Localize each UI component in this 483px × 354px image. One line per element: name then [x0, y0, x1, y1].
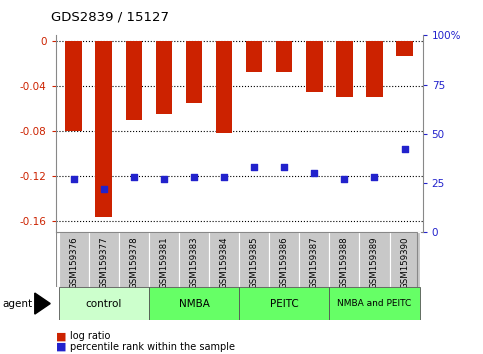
Bar [239, 232, 269, 287]
Bar [96, 41, 112, 217]
Text: ■: ■ [56, 331, 66, 341]
Point [190, 174, 198, 180]
Text: GSM159377: GSM159377 [99, 236, 108, 289]
Text: log ratio: log ratio [70, 331, 111, 341]
Point [70, 176, 77, 182]
Text: ■: ■ [56, 342, 66, 352]
Bar [359, 232, 389, 287]
Bar [389, 232, 420, 287]
Text: GSM159378: GSM159378 [129, 236, 138, 289]
Bar [119, 232, 149, 287]
Text: GSM159389: GSM159389 [370, 236, 379, 289]
Text: GDS2839 / 15127: GDS2839 / 15127 [51, 11, 169, 24]
Polygon shape [35, 293, 50, 314]
Bar [89, 232, 119, 287]
Bar [126, 41, 142, 120]
Point [220, 174, 228, 180]
Text: NMBA: NMBA [179, 298, 210, 309]
Text: control: control [85, 298, 122, 309]
Text: agent: agent [2, 298, 32, 309]
Bar [65, 41, 82, 131]
Bar [58, 232, 89, 287]
Bar [306, 41, 323, 92]
Bar [156, 41, 172, 114]
Text: GSM159383: GSM159383 [189, 236, 199, 289]
Text: GSM159388: GSM159388 [340, 236, 349, 289]
Text: GSM159386: GSM159386 [280, 236, 289, 289]
Bar [239, 287, 329, 320]
Bar [269, 232, 299, 287]
Bar [329, 232, 359, 287]
Bar [299, 232, 329, 287]
Bar [366, 41, 383, 97]
Text: GSM159376: GSM159376 [69, 236, 78, 289]
Point [100, 186, 108, 192]
Text: GSM159385: GSM159385 [250, 236, 258, 289]
Point [250, 164, 258, 170]
Point [160, 176, 168, 182]
Point [341, 176, 348, 182]
Text: NMBA and PEITC: NMBA and PEITC [337, 299, 412, 308]
Bar [216, 41, 232, 133]
Text: percentile rank within the sample: percentile rank within the sample [70, 342, 235, 352]
Text: GSM159387: GSM159387 [310, 236, 319, 289]
Bar [329, 287, 420, 320]
Text: GSM159390: GSM159390 [400, 236, 409, 289]
Bar [179, 232, 209, 287]
Point [401, 147, 409, 152]
Bar [396, 41, 413, 56]
Bar [246, 41, 262, 73]
Text: GSM159384: GSM159384 [220, 236, 228, 289]
Text: PEITC: PEITC [270, 298, 298, 309]
Bar [336, 41, 353, 97]
Bar [58, 287, 149, 320]
Point [311, 170, 318, 176]
Bar [149, 287, 239, 320]
Text: GSM159381: GSM159381 [159, 236, 169, 289]
Bar [276, 41, 293, 73]
Point [370, 174, 378, 180]
Bar [209, 232, 239, 287]
Point [280, 164, 288, 170]
Bar [185, 41, 202, 103]
Bar [149, 232, 179, 287]
Point [130, 174, 138, 180]
